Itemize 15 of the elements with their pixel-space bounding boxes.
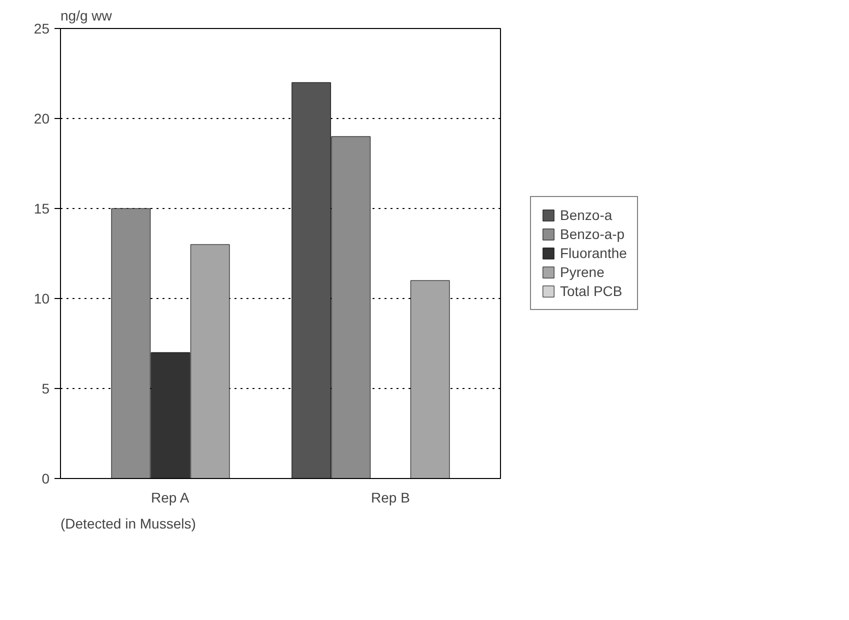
y-tick-label: 25: [34, 20, 50, 36]
legend-label: Benzo-a-p: [560, 226, 625, 242]
legend-label: Benzo-a: [560, 207, 612, 223]
legend-label: Fluoranthe: [560, 245, 627, 261]
y-tick-label: 15: [34, 200, 50, 216]
y-axis-title: ng/g ww: [60, 8, 113, 24]
x-tick-label: Rep B: [371, 490, 410, 506]
legend-label: Pyrene: [560, 264, 604, 280]
text: (Detected in Mussels): [60, 516, 196, 532]
y-tick-label: 20: [34, 110, 50, 126]
y-tick-label: 10: [34, 290, 50, 306]
x-tick-label: Rep A: [151, 490, 190, 506]
legend-label: Total PCB: [560, 283, 622, 299]
y-tick-label: 0: [42, 470, 50, 486]
y-tick-label: 5: [42, 380, 50, 396]
